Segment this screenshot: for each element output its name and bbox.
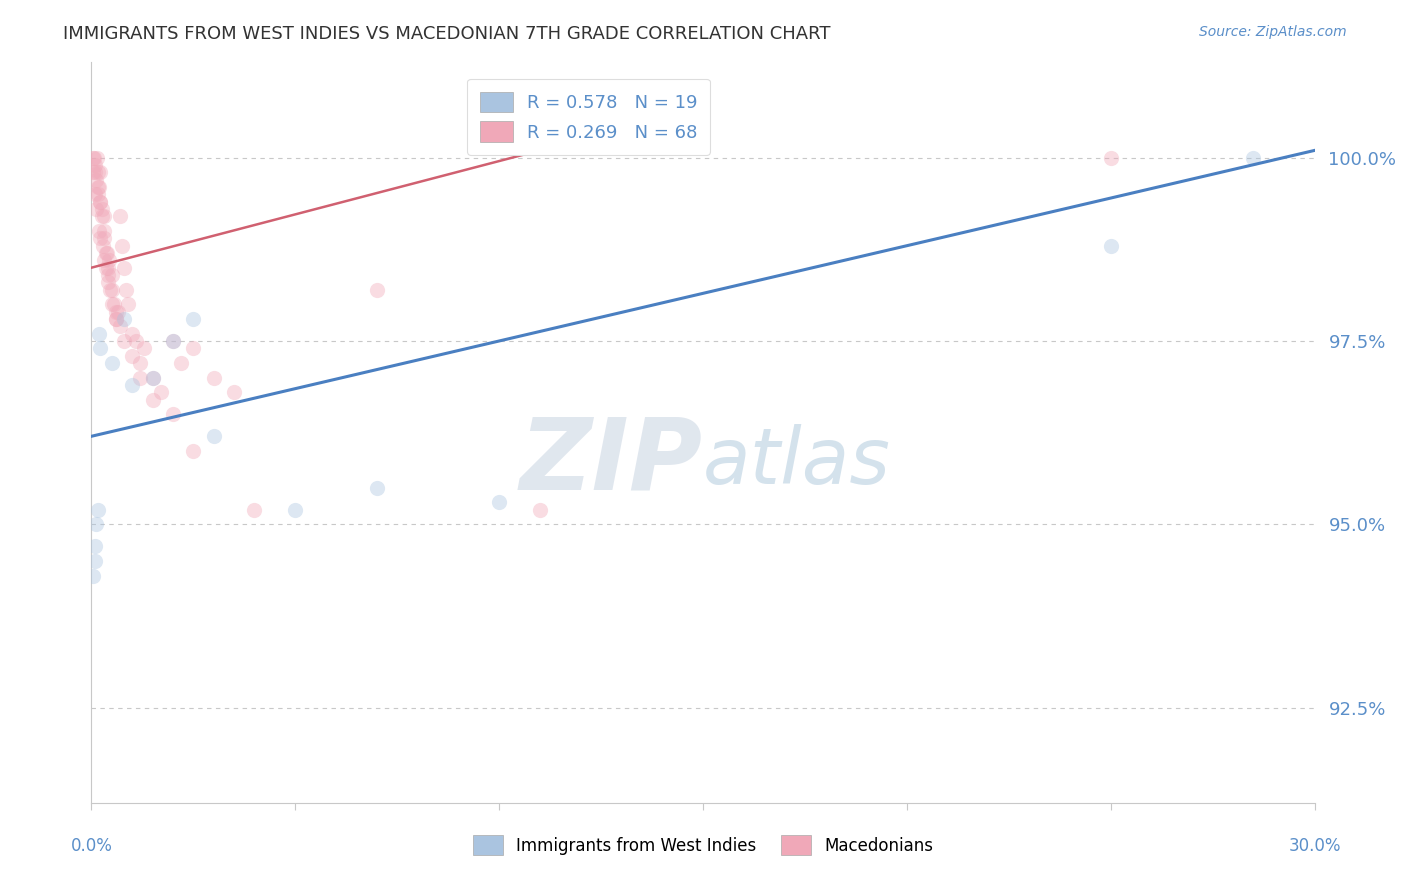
Point	[89, 194, 111, 209]
Point	[93, 210, 115, 224]
Legend: R = 0.578   N = 19, R = 0.269   N = 68: R = 0.578 N = 19, R = 0.269 N = 68	[467, 78, 710, 155]
Text: IMMIGRANTS FROM WEST INDIES VS MACEDONIAN 7TH GRADE CORRELATION CHART: IMMIGRANTS FROM WEST INDIES VS MACEDONIA…	[63, 25, 831, 43]
Point	[170, 356, 193, 370]
Point	[82, 568, 104, 582]
Point	[89, 231, 111, 245]
Point	[86, 165, 108, 179]
Point	[112, 312, 135, 326]
Point	[202, 429, 225, 443]
Point	[183, 341, 205, 355]
Point	[162, 407, 184, 421]
Point	[104, 304, 127, 318]
Point	[366, 283, 388, 297]
Legend: Immigrants from West Indies, Macedonians: Immigrants from West Indies, Macedonians	[465, 829, 941, 862]
Point	[83, 158, 105, 172]
Point	[87, 224, 110, 238]
Point	[107, 304, 129, 318]
Point	[82, 165, 104, 179]
Point	[101, 283, 124, 297]
Point	[111, 238, 134, 252]
Point	[94, 246, 117, 260]
Point	[83, 151, 105, 165]
Point	[115, 283, 138, 297]
Point	[529, 502, 551, 516]
Point	[121, 326, 143, 341]
Point	[141, 392, 163, 407]
Point	[125, 334, 148, 348]
Text: atlas: atlas	[703, 425, 891, 500]
Point	[1099, 151, 1122, 165]
Point	[91, 238, 114, 252]
Point	[202, 370, 225, 384]
Point	[104, 312, 127, 326]
Point	[129, 370, 152, 384]
Point	[84, 165, 107, 179]
Point	[97, 276, 120, 290]
Point	[84, 517, 107, 532]
Point	[1099, 238, 1122, 252]
Point	[117, 297, 139, 311]
Point	[97, 268, 120, 282]
Point	[141, 370, 163, 384]
Point	[112, 334, 135, 348]
Point	[162, 334, 184, 348]
Point	[101, 356, 124, 370]
Point	[162, 334, 184, 348]
Point	[129, 356, 152, 370]
Point	[243, 502, 266, 516]
Point	[112, 260, 135, 275]
Point	[141, 370, 163, 384]
Point	[366, 481, 388, 495]
Point	[284, 502, 307, 516]
Point	[87, 326, 110, 341]
Point	[103, 297, 125, 311]
Point	[101, 268, 124, 282]
Text: 0.0%: 0.0%	[70, 837, 112, 855]
Point	[104, 312, 127, 326]
Point	[108, 319, 131, 334]
Point	[86, 151, 108, 165]
Point	[83, 187, 105, 202]
Point	[89, 194, 111, 209]
Text: 30.0%: 30.0%	[1288, 837, 1341, 855]
Point	[149, 385, 172, 400]
Point	[89, 341, 111, 355]
Point	[97, 253, 120, 268]
Point	[98, 283, 121, 297]
Point	[108, 210, 131, 224]
Text: ZIP: ZIP	[520, 414, 703, 511]
Point	[87, 180, 110, 194]
Point	[82, 151, 104, 165]
Point	[90, 202, 112, 216]
Point	[121, 349, 143, 363]
Point	[84, 539, 107, 553]
Point	[121, 378, 143, 392]
Text: Source: ZipAtlas.com: Source: ZipAtlas.com	[1199, 25, 1347, 39]
Point	[97, 260, 120, 275]
Point	[86, 180, 108, 194]
Point	[1243, 151, 1265, 165]
Point	[93, 231, 115, 245]
Point	[183, 312, 205, 326]
Point	[134, 341, 156, 355]
Point	[93, 224, 115, 238]
Point	[86, 502, 108, 516]
Point	[89, 165, 111, 179]
Point	[488, 495, 510, 509]
Point	[96, 246, 118, 260]
Point	[222, 385, 246, 400]
Point	[94, 260, 117, 275]
Point	[84, 202, 107, 216]
Point	[90, 210, 112, 224]
Point	[84, 172, 107, 186]
Point	[93, 253, 115, 268]
Point	[83, 554, 105, 568]
Point	[183, 444, 205, 458]
Point	[87, 187, 110, 202]
Point	[101, 297, 124, 311]
